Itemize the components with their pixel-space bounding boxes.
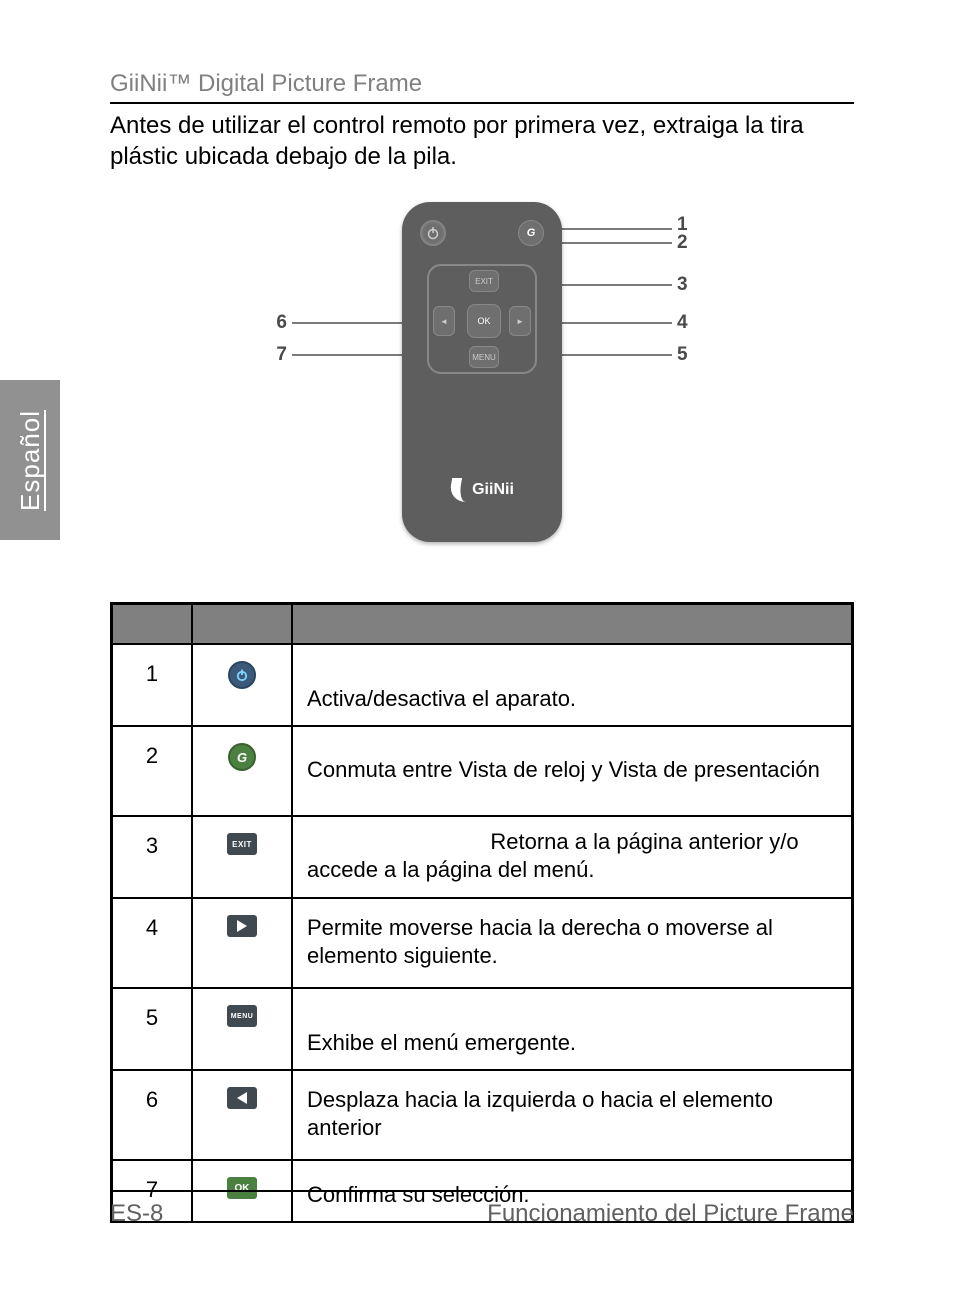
dpad-down: MENU [469,346,499,368]
row-icon: EXIT [193,817,293,897]
row-num: 5 [113,989,193,1069]
dpad-left: ◄ [433,306,455,336]
table-row: 4 Permite moverse hacia la derecha o mov… [113,897,851,987]
row-num: 1 [113,645,193,725]
dpad-right: ► [509,306,531,336]
dpad-ok: OK [467,304,501,338]
g-button-icon: G [518,220,544,246]
callout-2: 2 [677,232,688,254]
remote-logo: GiiNii [402,478,562,502]
remote-diagram: 1 2 3 4 5 6 7 G EXIT MENU ◄ ► O [110,202,854,562]
row-icon [193,645,293,725]
page-number: ES-8 [110,1200,163,1228]
left-arrow-icon [227,1087,257,1109]
row-desc: Activa/desactiva el aparato. [293,645,851,725]
table-row: 5 MENU Exhibe el menú emergente. [113,987,851,1069]
row-num: 3 [113,817,193,897]
row-icon: MENU [193,989,293,1069]
row-desc: Exhibe el menú emergente. [293,989,851,1069]
language-tab-label: Español [15,410,46,511]
section-title: Funcionamiento del Picture Frame [487,1200,854,1228]
row-desc: Permite moverse hacia la derecha o mover… [293,899,851,987]
menu-icon: MENU [227,1005,257,1027]
row-num: 2 [113,727,193,815]
row-desc: Conmuta entre Vista de reloj y Vista de … [293,727,851,815]
page-header: GiiNii™ Digital Picture Frame [110,70,854,104]
row-icon [193,1071,293,1159]
dpad-up: EXIT [469,270,499,292]
power-icon [228,661,256,689]
language-tab: Español [0,380,60,540]
power-button-icon [420,220,446,246]
row-desc: Retorna a la página anterior y/o accede … [293,817,851,897]
table-row: 3 EXIT Retorna a la página anterior y/o … [113,815,851,897]
callout-7: 7 [276,344,287,366]
callout-3: 3 [677,274,688,296]
g-icon: G [228,743,256,771]
intro-paragraph: Antes de utilizar el control remoto por … [110,110,854,172]
remote-body: G EXIT MENU ◄ ► OK GiiNii [402,202,562,542]
callout-6: 6 [276,312,287,334]
row-desc: Desplaza hacia la izquierda o hacia el e… [293,1071,851,1159]
logo-swoosh-icon [448,478,470,502]
table-row: 1 Activa/desactiva el aparato. [113,643,851,725]
right-arrow-icon [227,915,257,937]
dpad: EXIT MENU ◄ ► OK [427,264,537,374]
button-table: 1 Activa/desactiva el aparato. 2 G Conmu… [110,602,854,1223]
table-header [113,605,851,643]
row-icon: G [193,727,293,815]
row-num: 4 [113,899,193,987]
table-row: 2 G Conmuta entre Vista de reloj y Vista… [113,725,851,815]
table-row: 6 Desplaza hacia la izquierda o hacia el… [113,1069,851,1159]
callout-5: 5 [677,344,688,366]
row-icon [193,899,293,987]
page-footer: ES-8 Funcionamiento del Picture Frame [110,1190,854,1228]
exit-icon: EXIT [227,833,257,855]
logo-text: GiiNii [472,481,514,499]
row-num: 6 [113,1071,193,1159]
callout-4: 4 [677,312,688,334]
